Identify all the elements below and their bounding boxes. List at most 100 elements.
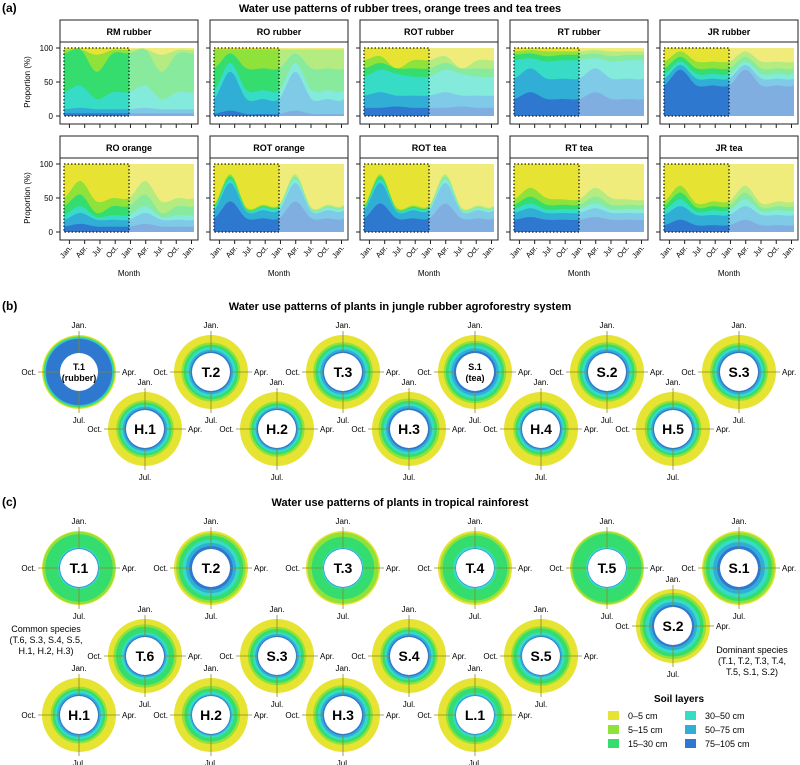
plant-label: H.5 [662,421,684,437]
area-layer-faded-75–105 cm [729,219,794,232]
month-label-apr: Apr. [584,425,598,434]
ring-center [258,637,296,675]
subplot-title: RO rubber [257,27,302,37]
ring-plot-H.1: Jan. Apr. Jul. Oct. H.1 [21,664,136,765]
panel-c-letter: (c) [2,495,17,509]
month-label-jan: Jan. [71,664,86,673]
area-layer-faded-75–105 cm [429,203,494,232]
first-year-highlight [213,47,280,117]
month-label-apr: Apr. [188,652,202,661]
month-label-oct: Oct. [87,652,102,661]
month-label-jan: Jan. [137,378,152,387]
plant-label: S.1 [468,362,482,372]
month-label-jan: Jan. [269,605,284,614]
month-label-oct: Oct. [417,368,432,377]
x-tick-label: Jul. [390,244,404,259]
plant-label: S.1 [728,560,749,576]
ring-plot-T.1: Jan. Apr. Jul. Oct. T.1 [21,517,136,621]
first-year-highlight [63,163,130,233]
x-tick-label: Oct. [615,244,631,260]
month-label-oct: Oct. [153,368,168,377]
area-layer-75–105 cm [214,110,279,116]
plant-label: L.1 [465,707,485,723]
month-label-jan: Jan. [335,517,350,526]
ring-plot-T.6: Jan. Apr. Jul. Oct. T.6 [87,605,202,709]
ring-center [60,696,98,734]
month-label-apr: Apr. [386,564,400,573]
x-tick-label: Jul. [240,244,254,259]
month-label-apr: Apr. [716,425,730,434]
ring-plot-S.1: Jan. Apr. Jul. Oct. S.1(tea) [417,321,532,425]
ring-center [522,637,560,675]
area-layer-faded-75–105 cm [429,106,494,116]
dominant-species-note: Dominant species (T.1, T.2, T.3, T.4, T.… [716,645,788,677]
x-axis-label: Month [418,269,440,278]
x-tick-label: Jul. [601,244,615,259]
month-label-oct: Oct. [219,652,234,661]
legend-item: 5–15 cm [608,725,663,735]
month-label-jan: Jan. [599,321,614,330]
ring-center [456,353,494,391]
common-note-line3: H.1, H.2, H.3) [18,646,73,656]
first-year-highlight [63,47,130,117]
month-label-jan: Jan. [467,517,482,526]
x-tick-label: Jan. [569,244,585,261]
ring-plot-H.3: Jan. Apr. Jul. Oct. H.3 [351,378,466,482]
area-layer-75–105 cm [64,113,129,116]
y-axis-label: Proportion (%) [23,56,32,108]
plant-label: T.4 [466,560,485,576]
y-tick-label: 100 [40,160,54,169]
month-label-apr: Apr. [122,564,136,573]
legend-swatch [608,725,619,734]
month-label-oct: Oct. [483,652,498,661]
y-axis-label: Proportion (%) [23,172,32,224]
month-label-jul: Jul. [601,416,613,425]
month-label-oct: Oct. [21,711,36,720]
plant-label: T.3 [334,560,353,576]
month-label-jul: Jul. [469,759,481,765]
panel-a-letter: (a) [2,1,17,15]
x-tick-label: Oct. [404,244,420,260]
plant-label: T.2 [202,364,221,380]
month-label-oct: Oct. [417,564,432,573]
x-tick-label: Oct. [704,244,720,260]
first-year-highlight [363,47,430,117]
ring-center [258,410,296,448]
panel-b-title: Water use patterns of plants in jungle r… [229,301,572,313]
area-layer-50–75 cm [214,71,279,116]
month-label-jul: Jul. [205,759,217,765]
month-label-jan: Jan. [665,575,680,584]
x-tick-label: Jul. [690,244,704,259]
x-tick-label: Oct. [315,244,331,260]
month-label-jan: Jan. [401,605,416,614]
month-label-oct: Oct. [21,564,36,573]
ring-center [390,410,428,448]
ring-plot-S.3: Jan. Apr. Jul. Oct. S.3 [219,605,334,709]
x-tick-label: Jan. [58,244,74,261]
month-label-jan: Jan. [203,517,218,526]
ring-plot-T.2: Jan. Apr. Jul. Oct. T.2 [153,321,268,425]
month-label-jan: Jan. [731,321,746,330]
month-label-oct: Oct. [483,425,498,434]
month-label-jul: Jul. [337,416,349,425]
month-label-jan: Jan. [599,517,614,526]
ring-plot-T.4: Jan. Apr. Jul. Oct. T.4 [417,517,532,621]
x-axis-label: Month [268,269,290,278]
legend-item: 75–105 cm [685,739,750,749]
subplot-title: ROT orange [253,143,305,153]
area-layer-75–105 cm [514,217,579,232]
ring-center [654,607,692,645]
month-label-jul: Jul. [271,473,283,482]
x-tick-label: Apr. [674,244,689,260]
month-label-oct: Oct. [549,368,564,377]
month-label-apr: Apr. [518,711,532,720]
plant-sublabel: (tea) [465,373,484,383]
subplot: JR rubber [656,19,799,128]
ring-plot-T.1: Jan. Apr. Jul. Oct. T.1(rubber) [21,321,136,425]
month-label-apr: Apr. [254,711,268,720]
area-layer-faded-75–105 cm [129,223,194,232]
x-tick-label: Jan. [208,244,224,261]
dominant-note-line2: (T.1, T.2, T.3, T.4, [718,656,786,666]
